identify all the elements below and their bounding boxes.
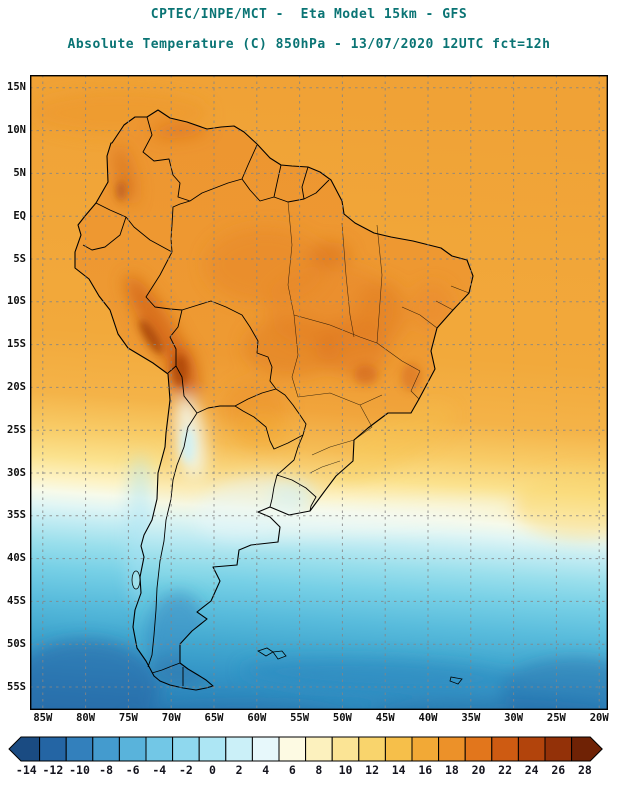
colorbar-labels: -14 -12 -10 -8 -6 -4 -2 0 2 4 6 8 10 12 14 16 18 20 22 24 26…: [8, 763, 610, 779]
colorbar-cell: [358, 736, 386, 762]
colorbar-tick-label: -10: [69, 763, 90, 777]
graticule: [30, 75, 608, 710]
colorbar-tick-label: -4: [152, 763, 167, 777]
colorbar-cell: [172, 736, 200, 762]
lon-tick-label: 55W: [290, 712, 310, 724]
lon-tick-label: 75W: [118, 712, 138, 724]
coastline: [74, 109, 474, 691]
lon-tick-label: 25W: [546, 712, 566, 724]
lat-tick-label: 15N: [7, 81, 26, 94]
south-georgia-island: [449, 676, 463, 685]
colorbar-cell: [305, 736, 333, 762]
lat-tick-label: 5N: [13, 166, 26, 179]
lat-tick-label: 30S: [7, 466, 26, 479]
lon-tick-label: 40W: [418, 712, 438, 724]
colorbar-cell: [491, 736, 519, 762]
colorbar-tick-label: 24: [524, 763, 539, 777]
map-panel: [10, 74, 618, 745]
colorbar-cell: [278, 736, 307, 762]
brazil-state-borders: [287, 201, 470, 474]
land-temperature-shading: [113, 121, 452, 690]
lon-tick-label: 80W: [76, 712, 96, 724]
colorbar-cell: [145, 736, 174, 762]
falkland-islands: [257, 647, 287, 660]
colorbar-cell: [8, 736, 41, 762]
colorbar-cell: [544, 736, 573, 762]
lon-tick-label: 50W: [332, 712, 352, 724]
lat-tick-label: 35S: [7, 509, 26, 522]
lat-tick-label: EQ: [13, 209, 26, 222]
colorbar-tick-label: 2: [235, 763, 243, 777]
colorbar-cell: [517, 736, 546, 762]
colorbar-tick-label: 28: [577, 763, 592, 777]
colorbar-tick-label: 12: [365, 763, 380, 777]
colorbar-tick-label: 18: [444, 763, 459, 777]
colorbar-tick-label: -14: [15, 763, 37, 777]
colorbar-tick-label: 4: [262, 763, 270, 777]
lon-axis: 85W 80W 75W 70W 65W 60W 55W 50W 45W 40W 35W 30W 25W 2…: [30, 712, 608, 727]
lon-tick-label: 60W: [247, 712, 267, 724]
colorbar-tick-label: 10: [338, 763, 353, 777]
lat-tick-label: 40S: [7, 552, 26, 565]
lat-axis: 15N 10N 5N EQ 5S 10S 15S 20S 25S 30S 35S 40S 45S 50S 5…: [0, 75, 28, 710]
lon-tick-label: 70W: [161, 712, 181, 724]
colorbar-tick-label: 8: [315, 763, 323, 777]
chiloe-island: [131, 570, 141, 590]
colorbar-cell: [571, 736, 603, 762]
colorbar-tick-label: 0: [209, 763, 216, 777]
magellan-strait: [151, 662, 181, 674]
colorbar-cell: [384, 736, 413, 762]
colorbar-cell: [65, 736, 94, 762]
lat-tick-label: 25S: [7, 423, 26, 436]
colorbar-cell: [251, 736, 280, 762]
colorbar-cell: [39, 736, 67, 762]
colorbar-cell: [331, 736, 360, 762]
colorbar-cell: [198, 736, 227, 762]
colorbar: [8, 736, 603, 762]
colorbar-tick-label: 14: [391, 763, 406, 777]
colorbar-tick-label: -2: [178, 763, 193, 777]
map-canvas: [10, 74, 618, 745]
lon-tick-label: 85W: [33, 712, 53, 724]
colorbar-tick-label: 16: [418, 763, 433, 777]
lon-tick-label: 45W: [375, 712, 395, 724]
map-frame: [29, 74, 608, 710]
lat-tick-label: 10S: [7, 295, 26, 308]
lon-tick-label: 30W: [504, 712, 524, 724]
colorbar-tick-label: -12: [42, 763, 64, 777]
map-title-line1: CPTEC/INPE/MCT - Eta Model 15km - GFS: [150, 7, 468, 22]
colorbar-tick-label: 26: [551, 763, 566, 777]
colorbar-cell: [411, 736, 440, 762]
colorbar-cell: [438, 736, 466, 762]
colorbar-tick-label: -8: [99, 763, 114, 777]
colorbar-cell: [92, 736, 120, 762]
colorbar-tick-label: 22: [498, 763, 513, 777]
colorbar-tick-label: 6: [288, 763, 296, 777]
lat-tick-label: 45S: [7, 594, 26, 607]
lat-tick-label: 5S: [13, 252, 26, 265]
lon-tick-label: 35W: [461, 712, 481, 724]
lat-tick-label: 15S: [7, 338, 26, 351]
lat-tick-label: 55S: [7, 680, 26, 693]
colorbar-cell: [464, 736, 493, 762]
lat-tick-label: 20S: [7, 380, 26, 393]
lon-tick-label: 20W: [589, 712, 609, 724]
colorbar-cell: [118, 736, 147, 762]
colorbar-cell: [225, 736, 253, 762]
lat-tick-label: 50S: [7, 637, 26, 650]
lat-tick-label: 10N: [7, 124, 26, 137]
colorbar-tick-label: 20: [471, 763, 486, 777]
colorbar-tick-label: -6: [125, 763, 140, 777]
lon-tick-label: 65W: [204, 712, 224, 724]
map-title-line2: Absolute Temperature (C) 850hPa - 13/07/…: [67, 37, 551, 52]
